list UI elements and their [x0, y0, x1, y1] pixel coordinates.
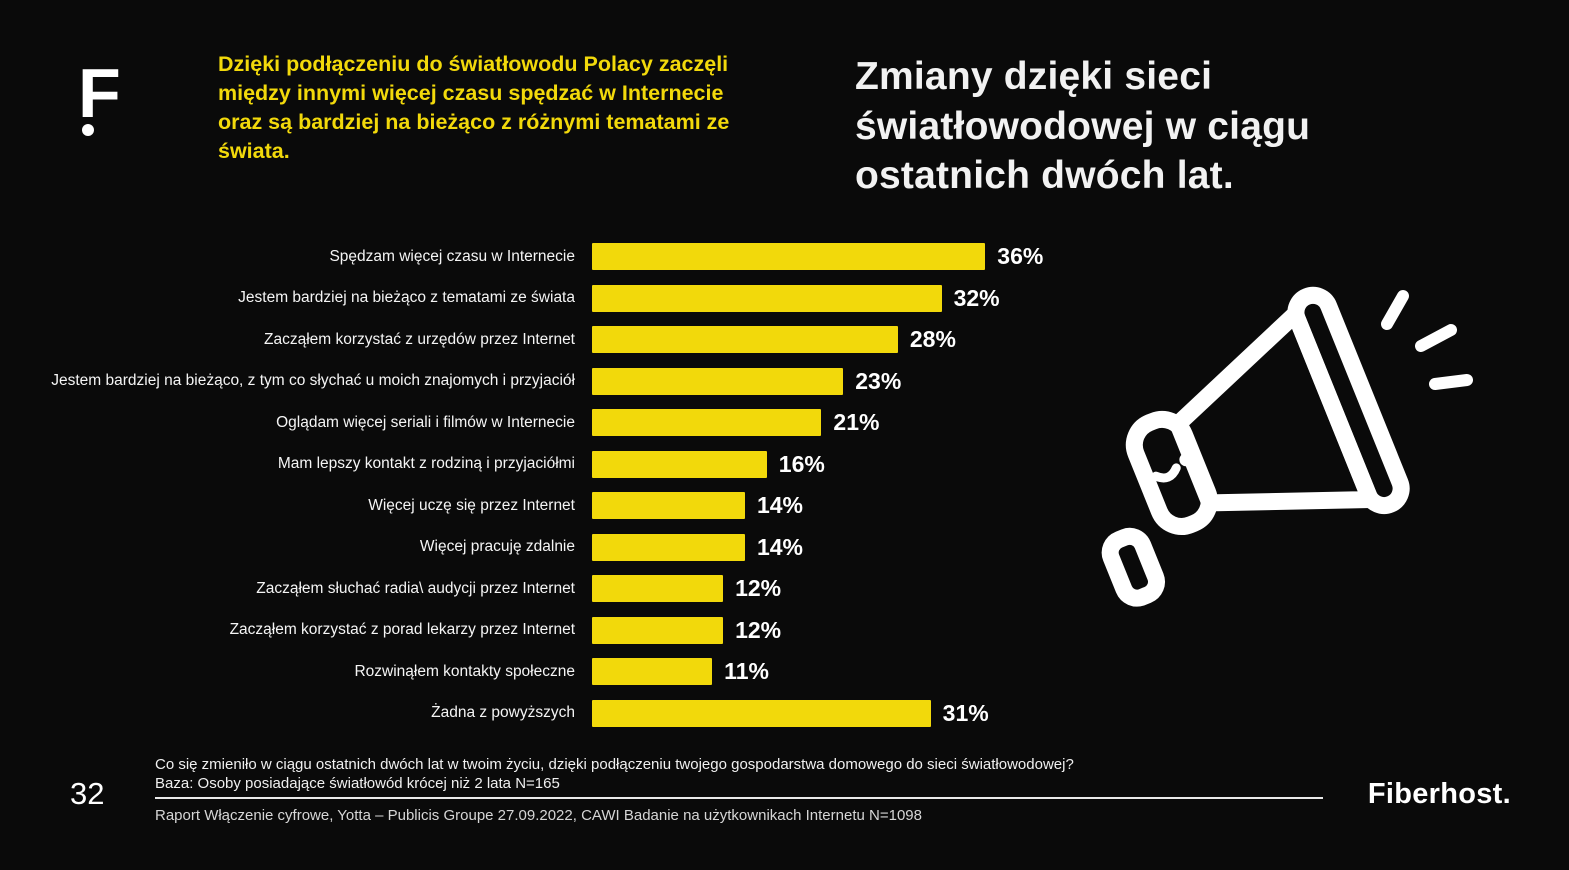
bar-label: Żadna z powyższych	[431, 704, 575, 722]
bar-label: Zacząłem korzystać z urzędów przez Inter…	[264, 330, 575, 348]
bar-area: 12%	[592, 616, 1115, 644]
chart-row: Spędzam więcej czasu w Internecie 36%	[25, 236, 1115, 278]
bar-label: Mam lepszy kontakt z rodziną i przyjació…	[277, 455, 575, 473]
bar-area: 14%	[592, 533, 1115, 561]
bar-label: Zacząłem korzystać z porad lekarzy przez…	[229, 621, 575, 639]
bar-label: Więcej pracuję zdalnie	[419, 538, 575, 556]
bar	[592, 243, 986, 271]
chart-row: Jestem bardziej na bieżąco z tematami ze…	[25, 278, 1115, 320]
bar	[592, 658, 713, 686]
bar	[592, 409, 822, 437]
bar-value: 12%	[735, 616, 782, 643]
bar-area: 16%	[592, 450, 1115, 478]
bar	[592, 575, 724, 603]
bar-label: Jestem bardziej na bieżąco z tematami ze…	[238, 289, 575, 307]
bar	[592, 616, 724, 644]
footer-divider	[155, 797, 1323, 799]
chart-row: Zacząłem korzystać z porad lekarzy przez…	[25, 610, 1115, 652]
bar-value: 16%	[778, 450, 825, 477]
bar-value: 14%	[756, 492, 803, 519]
bar-label: Oglądam więcej seriali i filmów w Intern…	[276, 413, 575, 431]
bar-label: Spędzam więcej czasu w Internecie	[329, 247, 575, 265]
bar-value: 31%	[942, 699, 989, 726]
slide-title: Zmiany dzięki sieci światłowodowej w cią…	[855, 55, 1311, 198]
chart-row: Jestem bardziej na bieżąco, z tym co sły…	[25, 361, 1115, 403]
bar-label: Więcej uczę się przez Internet	[368, 496, 575, 514]
footnote-base: Baza: Osoby posiadające światłowód króce…	[155, 774, 560, 792]
chart-row: Oglądam więcej seriali i filmów w Intern…	[25, 402, 1115, 444]
bar-value: 11%	[724, 658, 769, 685]
brand-wordmark: Fiberhost.	[1367, 778, 1511, 810]
megaphone-icon	[1085, 272, 1495, 632]
bar	[592, 284, 942, 312]
bar-value: 28%	[909, 326, 956, 353]
bar	[592, 326, 898, 354]
page-number: 32	[70, 776, 105, 811]
logo-dot	[82, 124, 94, 136]
fiberhost-logo: F	[78, 58, 121, 136]
bar-area: 32%	[592, 284, 1115, 312]
footnote: Co się zmieniło w ciągu ostatnich dwóch …	[155, 756, 1255, 794]
bar-area: 23%	[592, 367, 1115, 395]
intro-text: Dzięki podłączeniu do światłowodu Polacy…	[218, 52, 730, 164]
chart-row: Zacząłem korzystać z urzędów przez Inter…	[25, 319, 1115, 361]
bar-area: 28%	[592, 326, 1115, 354]
bar-label: Jestem bardziej na bieżąco, z tym co sły…	[51, 372, 575, 390]
source-text: Raport Włączenie cyfrowe, Yotta – Public…	[155, 807, 922, 824]
bar-value: 32%	[953, 284, 1000, 311]
bar	[592, 367, 844, 395]
chart-row: Zacząłem słuchać radia\ audycji przez In…	[25, 568, 1115, 610]
bar-value: 23%	[855, 367, 902, 394]
bar-value: 12%	[735, 575, 782, 602]
bar-chart: Spędzam więcej czasu w Internecie 36% Jest…	[25, 236, 1115, 734]
bar	[592, 533, 745, 561]
bar-area: 36%	[592, 243, 1115, 271]
bar-value: 36%	[997, 243, 1044, 270]
bar-area: 21%	[592, 409, 1115, 437]
chart-row: Więcej uczę się przez Internet 14%	[25, 485, 1115, 527]
bar-label: Zacząłem słuchać radia\ audycji przez In…	[256, 579, 575, 597]
chart-row: Rozwinąłem kontakty społeczne 11%	[25, 651, 1115, 693]
bar-label: Rozwinąłem kontakty społeczne	[354, 662, 575, 680]
chart-row: Żadna z powyższych 31%	[25, 693, 1115, 735]
bar-value: 21%	[833, 409, 880, 436]
bar-area: 14%	[592, 492, 1115, 520]
bar	[592, 699, 931, 727]
footnote-question: Co się zmieniło w ciągu ostatnich dwóch …	[155, 756, 1074, 773]
chart-row: Mam lepszy kontakt z rodziną i przyjació…	[25, 444, 1115, 486]
bar-area: 11%	[592, 658, 1115, 686]
bar	[592, 450, 767, 478]
logo-letter: F	[78, 54, 121, 132]
bar	[592, 492, 745, 520]
bar-value: 14%	[756, 533, 803, 560]
bar-area: 12%	[592, 575, 1115, 603]
chart-row: Więcej pracuję zdalnie 14%	[25, 527, 1115, 569]
bar-area: 31%	[592, 699, 1115, 727]
